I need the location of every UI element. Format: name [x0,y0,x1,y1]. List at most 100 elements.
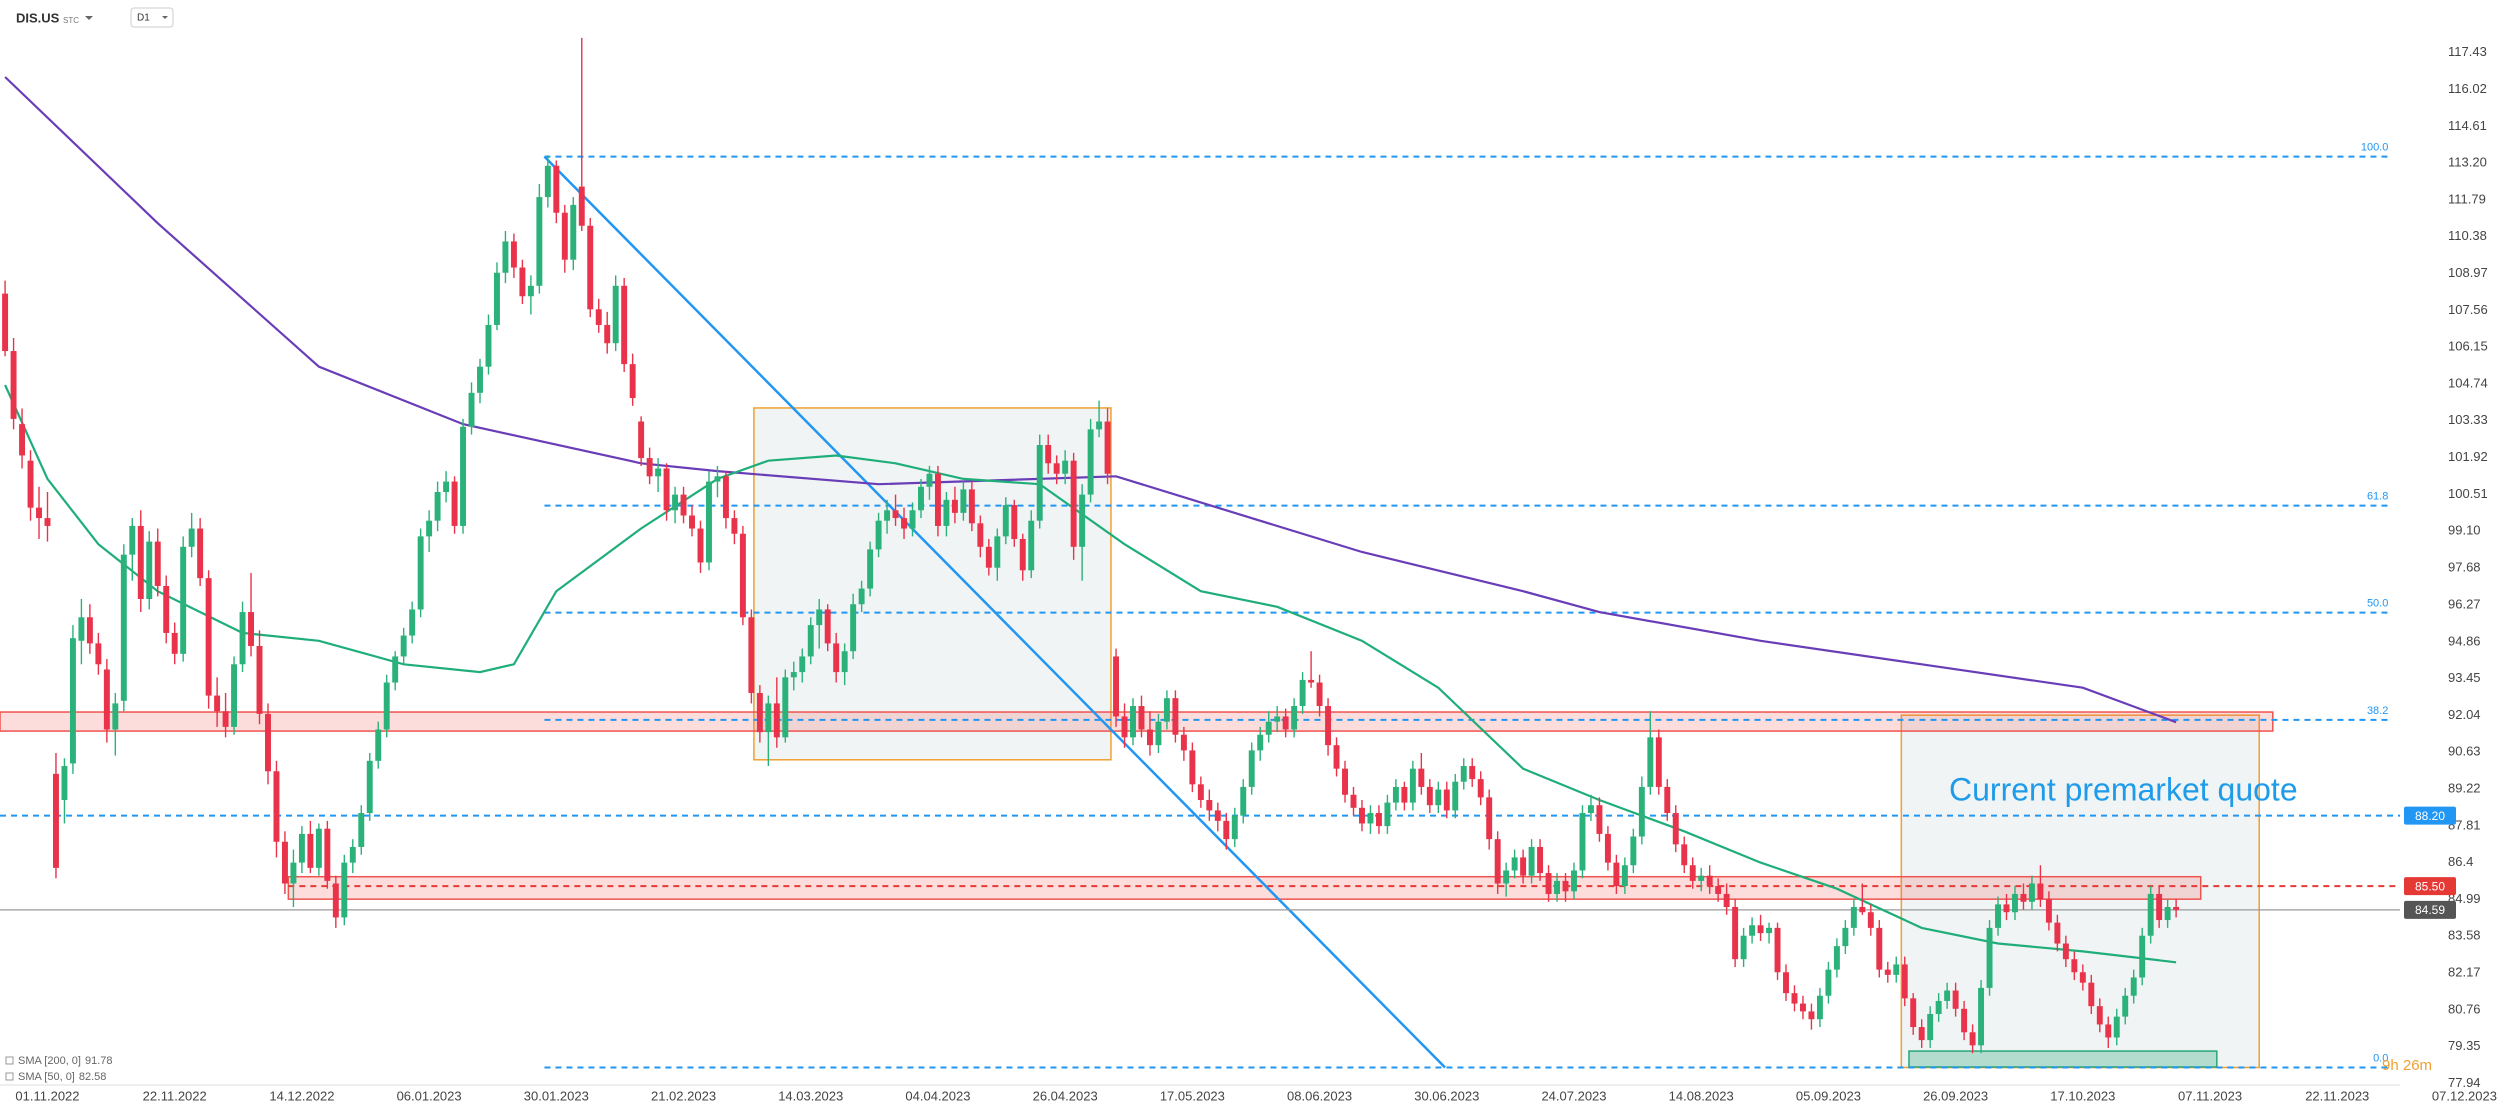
x-tick-label: 26.09.2023 [1923,1088,1988,1103]
candle-body [621,285,628,365]
candle-body [69,638,76,764]
candle-body [1130,706,1136,738]
candle-body [205,578,212,696]
price-badge: 88.20 [2415,809,2445,823]
current-price-badge-bg [2404,900,2456,919]
candle-body [1689,865,1696,881]
candle-body [926,473,933,487]
x-tick-label: 17.10.2023 [2050,1088,2115,1103]
candle-body [638,421,645,459]
candle-body [1308,679,1315,683]
y-tick-label: 107.56 [2448,302,2488,317]
candle-body [95,643,102,665]
candle-body [1494,839,1501,884]
y-tick-label: 79.35 [2448,1038,2481,1053]
candle-body [163,585,170,633]
y-tick-label: 101.92 [2448,449,2488,464]
y-tick-label: 87.81 [2448,817,2481,832]
candle-body [1299,679,1306,707]
candle-body [901,518,907,529]
candle-body [1927,1014,1934,1041]
candle-body [197,528,204,579]
candle-body [2139,935,2146,978]
candle-body [1952,990,1959,1009]
candle-body [2,293,9,352]
y-tick-label: 86.4 [2448,854,2473,869]
x-tick-label: 04.04.2023 [905,1088,970,1103]
candle-body [1800,1003,1806,1012]
candle-body [909,510,916,529]
candle-body [790,672,797,678]
candle-body [977,523,984,547]
candle-body [358,813,365,847]
candle-body [1418,768,1425,787]
candle-body [1884,969,1891,975]
candle-body [604,324,611,344]
candle-body [1630,836,1637,866]
x-tick-label: 30.01.2023 [524,1088,589,1103]
candle-body [833,643,840,673]
candle-body [1893,964,1900,975]
candle-body [1079,494,1086,547]
candle-body [527,285,534,297]
candle-body [951,499,958,513]
candle-body [841,651,848,673]
candle-body [773,703,780,738]
candle-body [281,841,288,884]
candle-body [1477,779,1484,798]
x-tick-label: 17.05.2023 [1160,1088,1225,1103]
candle-body [1918,1027,1925,1041]
candle-body [2096,1006,2103,1025]
trendline [543,155,1446,1069]
candle-body [137,525,144,600]
candle-body [1257,734,1264,751]
candle-body [968,489,975,524]
candle-body [1240,786,1247,816]
candle-body [1842,927,1849,947]
x-tick-label: 14.12.2022 [269,1088,334,1103]
candle-body [706,481,712,563]
candle-body [612,285,619,344]
y-tick-label: 110.38 [2448,228,2487,243]
candle-body [1859,906,1866,913]
y-tick-label: 113.20 [2448,155,2487,170]
zone [0,711,2274,732]
candle-body [1969,1032,1976,1046]
candle-body [2054,922,2061,944]
y-tick-label: 82.17 [2448,964,2481,979]
y-tick-label: 103.33 [2448,412,2488,427]
candle-body [265,713,271,772]
candle-body [290,862,297,884]
annotation: Current premarket quote [1949,771,2298,807]
candle-body [1681,844,1688,866]
candle-body [1333,745,1340,769]
candle-body [1961,1008,1968,1033]
candle-body [1706,875,1713,887]
candle-body [1808,1011,1815,1020]
timeframe-select[interactable] [130,7,174,28]
candle-body [1613,862,1620,887]
candle-body [1282,716,1289,730]
candle-body [1732,906,1739,960]
candle-body [493,272,500,325]
y-tick-label: 99.10 [2448,523,2481,538]
candle-body [2173,906,2180,910]
candle-body [460,426,467,526]
candle-body [1019,538,1026,571]
current-price-badge: 84.59 [2415,903,2445,917]
candle-body [2012,893,2018,913]
candle-body [2147,893,2154,936]
legend-icon [5,1072,14,1081]
candle-body [61,766,68,800]
candle-body [2037,883,2044,900]
candle-body [646,458,653,477]
ticker-dropdown[interactable] [85,16,93,20]
x-tick-label: 22.11.2023 [2305,1088,2369,1103]
candle-body [2156,893,2163,921]
candle-body [231,664,238,727]
candle-body [2003,904,2010,913]
candle-body [2130,977,2137,996]
legend-value: 82.58 [79,1071,107,1083]
price-badge-bg [2404,877,2456,896]
